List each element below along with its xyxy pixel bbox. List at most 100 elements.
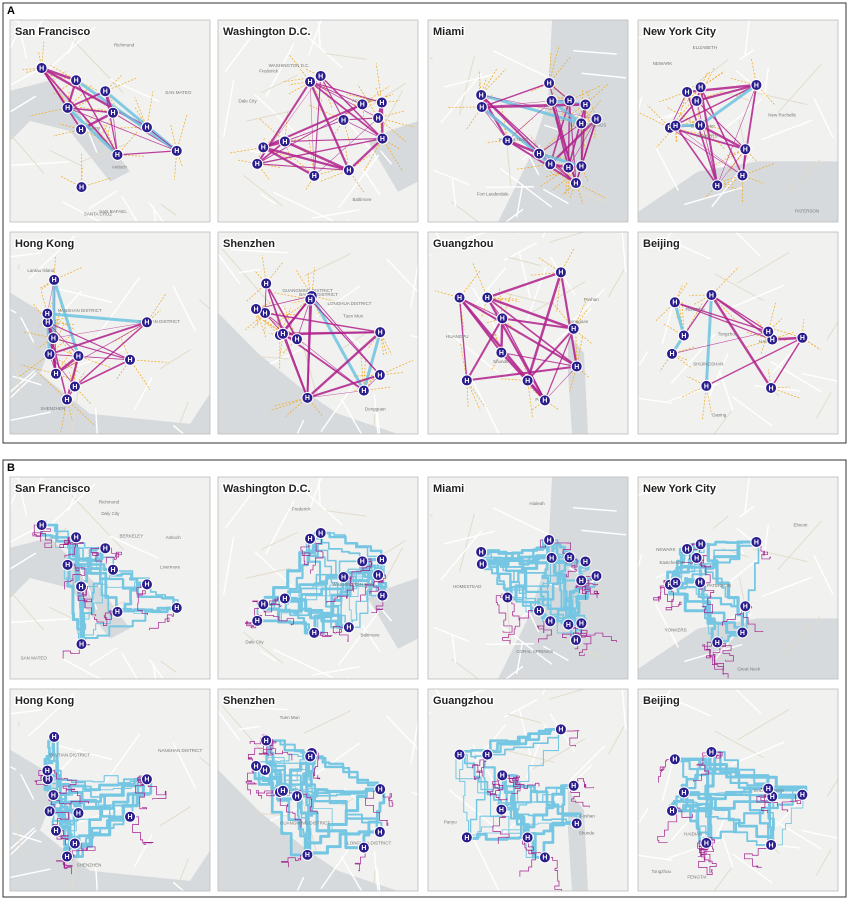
- road: [440, 73, 483, 124]
- place-label: Tongzhou: [718, 332, 738, 337]
- road: [177, 858, 189, 885]
- route-extension: [53, 788, 81, 804]
- hospital-marker: [460, 831, 473, 844]
- route-extension: [369, 574, 386, 595]
- hospital-marker: [521, 374, 534, 387]
- hospital-marker-label: H: [128, 357, 133, 364]
- hospital-marker: [501, 591, 514, 604]
- hospital-marker-label: H: [542, 398, 547, 405]
- hospital-marker: [372, 111, 385, 124]
- hospital-marker: [711, 636, 724, 649]
- hospital-marker-label: H: [79, 127, 84, 134]
- road: [443, 530, 496, 545]
- route-extension: [492, 809, 510, 844]
- hospital-marker-label: H: [566, 622, 571, 629]
- road: [532, 281, 586, 313]
- hospital-marker-label: H: [673, 123, 678, 130]
- road: [10, 807, 23, 856]
- road: [744, 477, 750, 513]
- hospital-marker: [356, 555, 369, 568]
- flow-arrow: [485, 318, 503, 324]
- hospital-marker: [376, 132, 389, 145]
- section-label: B: [7, 462, 15, 474]
- flow-arrow: [259, 118, 286, 142]
- hospital-marker: [579, 555, 592, 568]
- map-panel: GUANGMING DISTRICT LONGHUA DISTRICT BAO'AN…: [218, 232, 418, 434]
- place-label: New Rochelle: [768, 113, 796, 118]
- hospital-marker-label: H: [800, 792, 805, 799]
- road: [732, 396, 773, 427]
- section-frame: [2, 2, 847, 444]
- map-panel: Frederick WASHINGTON D.C. Dale City Baltimo…: [218, 477, 418, 679]
- transfer-edge: [481, 106, 508, 141]
- flow-arrow: [55, 373, 72, 380]
- road: [320, 843, 353, 890]
- hospital-marker: [61, 850, 74, 863]
- hospital-marker: [567, 779, 580, 792]
- road: [95, 276, 141, 338]
- hospital-marker: [538, 851, 551, 864]
- hospital-marker-label: H: [549, 555, 554, 562]
- hospital-marker-label: H: [52, 734, 57, 741]
- place-label: Baltimore: [352, 197, 372, 202]
- road: [771, 799, 802, 831]
- road: [434, 689, 441, 698]
- hospital-marker: [375, 553, 388, 566]
- road: [49, 149, 84, 167]
- hospital-marker: [677, 786, 690, 799]
- place-label: Foshan: [584, 297, 600, 302]
- hospital-marker: [357, 841, 370, 854]
- place-label: Tongzhou: [651, 869, 671, 874]
- panel-frame: [427, 231, 629, 435]
- place-label: Frederick: [292, 506, 312, 511]
- hospital-marker: [681, 542, 694, 555]
- hospital-marker: [705, 289, 718, 302]
- hospital-marker: [111, 148, 124, 161]
- road: [638, 30, 666, 39]
- flow-arrow: [273, 397, 308, 407]
- hospital-marker-label: H: [549, 98, 554, 105]
- hospital-marker-label: H: [573, 637, 578, 644]
- hospital-marker-label: H: [174, 148, 179, 155]
- flow-arrow: [581, 166, 589, 182]
- flow-arrow: [767, 318, 783, 332]
- map-panel: CORAL SPRINGSHialeahHOMESTEADFort Lauder…: [428, 20, 628, 222]
- route-extension: [326, 576, 354, 604]
- hospital-marker-label: H: [673, 580, 678, 587]
- transfer-edge: [66, 106, 119, 156]
- transfer-edge: [284, 119, 344, 142]
- route: [507, 596, 586, 620]
- place-label: NANSHAN DISTRICT: [58, 308, 102, 313]
- road: [433, 169, 470, 186]
- road: [572, 507, 617, 512]
- hospital-marker-label: H: [376, 572, 381, 579]
- road: [315, 285, 360, 318]
- place-label: Antioch: [166, 535, 182, 540]
- flow-arrow: [77, 106, 114, 114]
- city-title: New York City: [643, 483, 717, 495]
- hospital-marker-label: H: [548, 162, 553, 169]
- road: [238, 268, 261, 274]
- route-extension: [136, 584, 148, 616]
- hospital-marker: [170, 144, 183, 157]
- hospital-marker: [304, 532, 317, 545]
- road: [713, 867, 732, 891]
- road: [752, 91, 808, 106]
- hospital-marker-label: H: [312, 630, 317, 637]
- road: [638, 350, 649, 366]
- road: [10, 868, 51, 879]
- road: [80, 600, 126, 620]
- road: [10, 827, 35, 851]
- flow-arrow: [669, 101, 692, 128]
- route-extension: [105, 547, 122, 564]
- hospital-marker-label: H: [698, 85, 703, 92]
- hospital-marker-label: H: [360, 559, 365, 566]
- transfer-edge: [458, 297, 468, 381]
- place-label: Lantau Island: [27, 268, 55, 273]
- flow-arrow: [379, 359, 414, 376]
- hospital-marker-label: H: [305, 852, 310, 859]
- flow-arrow: [576, 366, 590, 378]
- route: [282, 754, 311, 789]
- flow-arrow: [381, 100, 400, 103]
- route-extension: [245, 765, 257, 795]
